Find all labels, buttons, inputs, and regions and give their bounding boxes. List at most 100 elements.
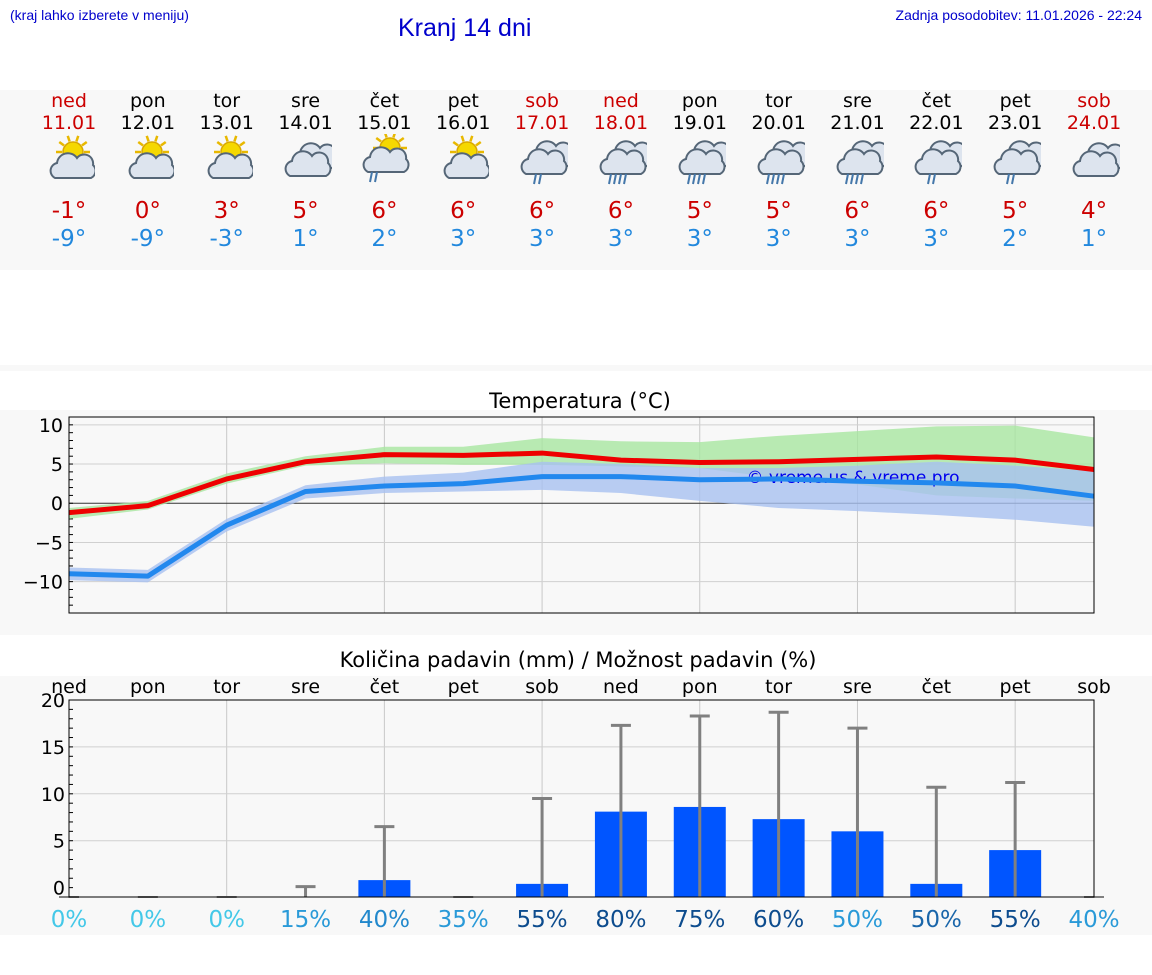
day-column: čet 22.01 6° 3° xyxy=(896,90,976,270)
cloud-light-rain-icon xyxy=(520,140,569,185)
cloudy-icon xyxy=(1072,142,1121,177)
max-temperature: 6° xyxy=(529,198,556,224)
y-tick-label: 0 xyxy=(51,493,63,515)
max-temperature: 6° xyxy=(607,198,634,224)
cloud-light-rain-icon xyxy=(914,140,963,185)
day-date: 14.01 xyxy=(278,112,333,134)
category-label: sob xyxy=(525,676,559,698)
max-temperature-line xyxy=(68,450,1095,516)
day-name: sob xyxy=(1077,90,1111,112)
day-date: 24.01 xyxy=(1066,112,1122,134)
min-temperature: 2° xyxy=(1002,226,1029,252)
precipitation-probability: 40% xyxy=(1068,907,1119,933)
cloud-heavy-rain-icon xyxy=(599,140,647,185)
day-column: pon 19.01 5° 3° xyxy=(660,90,740,270)
precipitation-probability: 60% xyxy=(753,907,804,933)
precipitation-probability: 75% xyxy=(674,907,725,933)
max-temperature: 6° xyxy=(450,198,477,224)
precipitation-probability: 0% xyxy=(130,907,167,933)
day-date: 20.01 xyxy=(751,112,806,134)
cloud-heavy-rain-icon xyxy=(836,140,884,185)
plot-border xyxy=(68,416,1095,614)
max-range-band xyxy=(69,425,1094,519)
category-label: sre xyxy=(291,676,320,698)
y-tick-label: 10 xyxy=(41,784,65,806)
day-name: tor xyxy=(765,90,793,112)
y-tick-label: 10 xyxy=(39,415,63,437)
day-column: pet 23.01 5° 2° xyxy=(975,90,1055,270)
max-temperature: -1° xyxy=(51,198,87,224)
min-temperature: 1° xyxy=(292,226,319,252)
category-label: pon xyxy=(682,676,718,698)
day-name: čet xyxy=(369,90,400,112)
day-name: pet xyxy=(447,90,479,112)
precipitation-probability: 80% xyxy=(595,907,646,933)
max-temperature: 3° xyxy=(213,198,240,224)
day-name: sre xyxy=(843,90,872,112)
day-column: sre 21.01 6° 3° xyxy=(818,90,898,270)
category-label: sre xyxy=(843,676,872,698)
precipitation-probability: 50% xyxy=(832,907,883,933)
min-temperature: 3° xyxy=(686,226,713,252)
category-label: ned xyxy=(603,676,639,698)
max-temperature: 4° xyxy=(1080,198,1108,224)
precipitation-probability: 0% xyxy=(51,907,88,933)
day-date: 18.01 xyxy=(593,112,649,134)
last-update-text: Zadnja posodobitev: 11.01.2026 - 22:24 xyxy=(895,7,1142,23)
category-label: čet xyxy=(370,676,400,698)
precipitation-probability: 0% xyxy=(208,907,245,933)
day-column: ned 18.01 6° 3° xyxy=(581,90,661,270)
y-tick-label: 5 xyxy=(51,454,63,476)
min-temperature: 2° xyxy=(371,226,398,252)
day-date: 11.01 xyxy=(41,112,97,134)
y-tick-label: 0 xyxy=(53,878,65,900)
precipitation-probability: 55% xyxy=(990,907,1041,933)
min-temperature: 3° xyxy=(844,226,871,252)
max-temperature: 5° xyxy=(292,198,319,224)
daily-forecast: ned 11.01 -1° -9° pon 12.01 0° -9° tor 13.01 3° -3°… xyxy=(0,90,1152,270)
day-column: tor 13.01 3° -3° xyxy=(187,90,267,270)
day-date: 17.01 xyxy=(514,112,570,134)
min-temperature: 3° xyxy=(607,226,634,252)
precipitation-probability: 50% xyxy=(911,907,962,933)
min-temperature: -9° xyxy=(130,226,166,252)
max-temperature: 5° xyxy=(765,198,792,224)
category-label: tor xyxy=(213,676,240,698)
min-temperature: 1° xyxy=(1080,226,1108,252)
precipitation-probability: 55% xyxy=(517,907,568,933)
min-temperature: 3° xyxy=(765,226,792,252)
day-date: 13.01 xyxy=(199,112,254,134)
max-temperature: 6° xyxy=(923,198,950,224)
y-tick-label: 20 xyxy=(41,690,65,712)
daily-forecast-band xyxy=(0,90,1152,270)
day-date: 19.01 xyxy=(672,112,727,134)
temperature-chart-title: Temperatura (°C) xyxy=(488,389,671,413)
day-name: ned xyxy=(51,90,87,112)
plot-area xyxy=(69,700,1094,897)
precipitation-probability: 35% xyxy=(438,907,489,933)
cloudy-icon xyxy=(284,142,332,177)
min-temperature: 3° xyxy=(923,226,950,252)
day-name: pon xyxy=(681,90,718,112)
day-name: sob xyxy=(525,90,559,112)
precipitation-probability: 40% xyxy=(359,907,410,933)
day-date: 22.01 xyxy=(909,112,964,134)
sun-cloud-light-rain-icon xyxy=(362,134,410,183)
category-label: čet xyxy=(922,676,952,698)
cloud-heavy-rain-icon xyxy=(678,140,726,185)
day-column: sob 24.01 4° 1° xyxy=(1054,90,1134,270)
category-label: pon xyxy=(130,676,166,698)
day-name: sre xyxy=(291,90,321,112)
precipitation-chart-title: Količina padavin (mm) / Možnost padavin … xyxy=(340,648,817,672)
day-column: čet 15.01 6° 2° xyxy=(344,90,424,270)
max-temperature: 6° xyxy=(371,198,398,224)
category-label: tor xyxy=(765,676,792,698)
day-date: 12.01 xyxy=(120,112,176,134)
cloud-light-rain-icon xyxy=(993,140,1042,185)
day-date: 21.01 xyxy=(830,112,885,134)
category-label: sob xyxy=(1077,676,1111,698)
temperature-chart: Temperatura (°C)© vreme.us & vreme.pro10… xyxy=(23,389,1095,614)
max-temperature: 5° xyxy=(686,198,713,224)
sun-partly-cloudy-icon xyxy=(49,135,95,179)
separator-band xyxy=(0,365,1152,371)
